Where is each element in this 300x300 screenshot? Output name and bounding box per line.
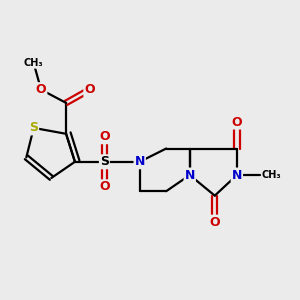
Text: O: O — [84, 83, 95, 96]
Text: CH₃: CH₃ — [24, 58, 44, 68]
Text: S: S — [100, 155, 109, 168]
Text: N: N — [134, 155, 145, 168]
Text: N: N — [232, 169, 242, 182]
Text: O: O — [36, 83, 46, 96]
Text: N: N — [184, 169, 195, 182]
Text: CH₃: CH₃ — [262, 170, 281, 180]
Text: S: S — [29, 122, 38, 134]
Text: O: O — [232, 116, 242, 128]
Text: O: O — [209, 216, 220, 229]
Text: O: O — [99, 130, 110, 143]
Text: O: O — [99, 180, 110, 193]
